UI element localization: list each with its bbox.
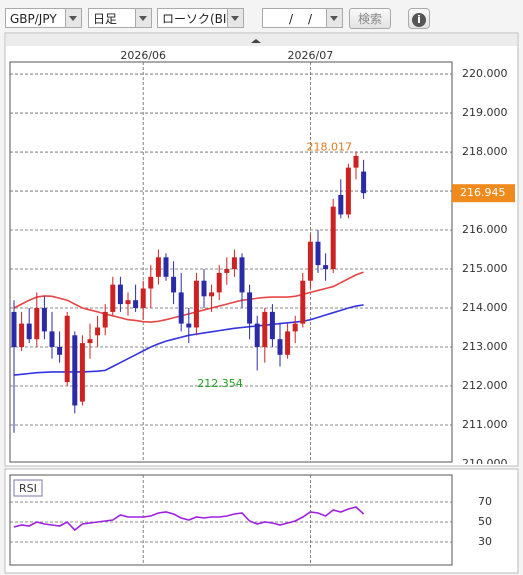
y-tick-label: 215.000 [462, 262, 508, 275]
y-tick-label: 218.000 [462, 145, 508, 158]
candle-body [231, 257, 237, 270]
candle-body [216, 272, 222, 293]
candle-body [117, 284, 123, 305]
candle-body [186, 323, 192, 328]
low-annotation: 212.354 [197, 377, 243, 390]
date-input[interactable]: / / [262, 8, 343, 28]
candle-body [300, 280, 306, 324]
candle-body [269, 311, 275, 340]
candle-body [163, 257, 169, 277]
collapse-bar[interactable] [6, 34, 517, 46]
rsi-tick-label: 50 [478, 515, 492, 528]
period-select[interactable]: 日足 [88, 8, 152, 28]
candle-body [224, 269, 230, 273]
chart-kind-text: ローソク(BID) [162, 12, 241, 26]
candle-body [178, 292, 184, 324]
candle-body [262, 311, 268, 347]
top-layer: 216.945 [452, 184, 515, 203]
candle-body [361, 171, 367, 194]
candle-body [57, 346, 63, 355]
candle-body [87, 339, 93, 344]
candle-body [171, 276, 177, 293]
candle-body [34, 308, 40, 340]
rsi-line [13, 506, 365, 532]
y-tick-label: 213.000 [462, 340, 508, 353]
candle-body [95, 327, 101, 336]
plot-layer: 218.017 212.354 [10, 62, 452, 462]
candle-body [41, 308, 47, 332]
candle-body [330, 206, 336, 270]
candle-body [140, 288, 146, 309]
period-text: 日足 [93, 12, 118, 26]
dropdown-arrow [135, 9, 151, 27]
x-tick-label: 2026/07 [288, 49, 334, 62]
candle-body [239, 257, 245, 293]
candle-body [102, 311, 108, 328]
candle-body [254, 323, 260, 347]
info-button[interactable]: i [408, 8, 430, 29]
candle-body [193, 280, 199, 328]
x-tick-label: 2026/06 [120, 49, 166, 62]
price-label: 216.945 [460, 186, 506, 199]
pair-text: GBP/JPY [10, 12, 57, 26]
rsi-tick-label: 70 [478, 495, 492, 508]
candle-body [307, 241, 313, 281]
candle-body [201, 280, 207, 297]
search-button[interactable]: 検索 [349, 8, 391, 29]
y-tick-label: 214.000 [462, 301, 508, 314]
date-sep: / [289, 12, 294, 26]
y-tick-label: 210.000 [462, 457, 508, 470]
y-tick-label: 220.000 [462, 67, 508, 80]
candle-body [345, 167, 351, 215]
y-tick-label: 211.000 [462, 418, 508, 431]
dropdown-arrow [326, 9, 342, 27]
rsi-label-box [13, 479, 43, 497]
rsi-plot-area [9, 474, 453, 566]
candle-body [277, 339, 283, 355]
candle-body [19, 323, 25, 347]
y-tick-label: 216.000 [462, 223, 508, 236]
candle-body [49, 331, 55, 347]
price-box [452, 184, 515, 203]
chart-kind-select[interactable]: ローソク(BID) [157, 8, 244, 28]
date-sep: / [308, 12, 313, 26]
candle-body [353, 155, 359, 168]
candle-body [155, 257, 161, 277]
collapse-arrow [251, 39, 261, 43]
candle-body [64, 315, 70, 383]
high-annotation: 218.017 [307, 140, 353, 153]
candle-body [110, 284, 116, 312]
candle-body [338, 194, 344, 215]
candle-body [247, 292, 253, 324]
candle-body [125, 300, 131, 305]
candle-body [79, 343, 85, 402]
candle-body [292, 323, 298, 332]
dropdown-arrow [65, 9, 81, 27]
candle-body [133, 300, 139, 309]
main-layer: 210.000 211.000 212.000 213.000 214.000 215.0… [462, 67, 508, 470]
rsi-label: RSI [19, 482, 37, 495]
candle-body [148, 276, 154, 289]
y-tick-label: 219.000 [462, 106, 508, 119]
rsi-tick-label: 30 [478, 535, 492, 548]
pair-select[interactable]: GBP/JPY [5, 8, 82, 28]
dropdown-arrow [227, 9, 243, 27]
candle-body [323, 265, 329, 270]
candle-body [26, 323, 32, 340]
rsi-layer: 70 50 30 RSI [10, 475, 492, 565]
candle-body [209, 292, 215, 297]
y-tick-label: 212.000 [462, 379, 508, 392]
info-icon: i [412, 13, 426, 27]
candle-body [72, 335, 78, 406]
candle-body [11, 311, 17, 347]
candle-body [315, 241, 321, 266]
candle-body [285, 331, 291, 355]
